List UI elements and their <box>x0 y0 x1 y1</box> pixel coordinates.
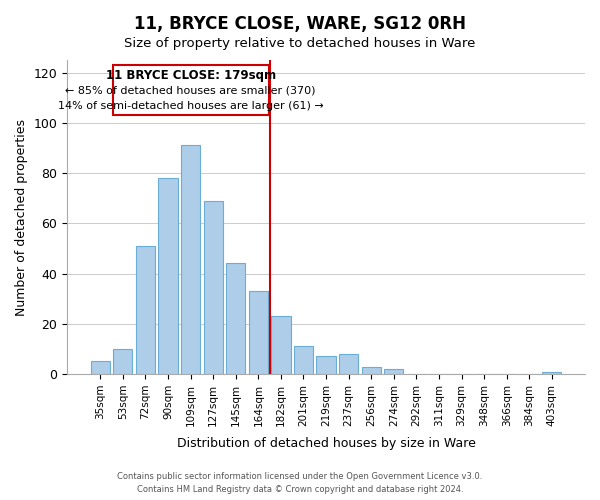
Bar <box>91 362 110 374</box>
Bar <box>362 366 381 374</box>
Bar <box>249 291 268 374</box>
Bar <box>136 246 155 374</box>
Bar <box>271 316 290 374</box>
Bar <box>113 349 133 374</box>
Bar <box>158 178 178 374</box>
Text: Size of property relative to detached houses in Ware: Size of property relative to detached ho… <box>124 38 476 51</box>
FancyBboxPatch shape <box>113 65 269 116</box>
Bar <box>203 200 223 374</box>
Bar <box>339 354 358 374</box>
Bar <box>316 356 335 374</box>
Bar <box>384 369 403 374</box>
X-axis label: Distribution of detached houses by size in Ware: Distribution of detached houses by size … <box>176 437 476 450</box>
Y-axis label: Number of detached properties: Number of detached properties <box>15 118 28 316</box>
Text: 14% of semi-detached houses are larger (61) →: 14% of semi-detached houses are larger (… <box>58 102 323 112</box>
Bar <box>542 372 562 374</box>
Text: ← 85% of detached houses are smaller (370): ← 85% of detached houses are smaller (37… <box>65 85 316 95</box>
Text: Contains HM Land Registry data © Crown copyright and database right 2024.: Contains HM Land Registry data © Crown c… <box>137 485 463 494</box>
Text: 11, BRYCE CLOSE, WARE, SG12 0RH: 11, BRYCE CLOSE, WARE, SG12 0RH <box>134 15 466 33</box>
Text: Contains public sector information licensed under the Open Government Licence v3: Contains public sector information licen… <box>118 472 482 481</box>
Bar <box>226 264 245 374</box>
Bar <box>181 146 200 374</box>
Bar <box>294 346 313 374</box>
Text: 11 BRYCE CLOSE: 179sqm: 11 BRYCE CLOSE: 179sqm <box>106 69 275 82</box>
